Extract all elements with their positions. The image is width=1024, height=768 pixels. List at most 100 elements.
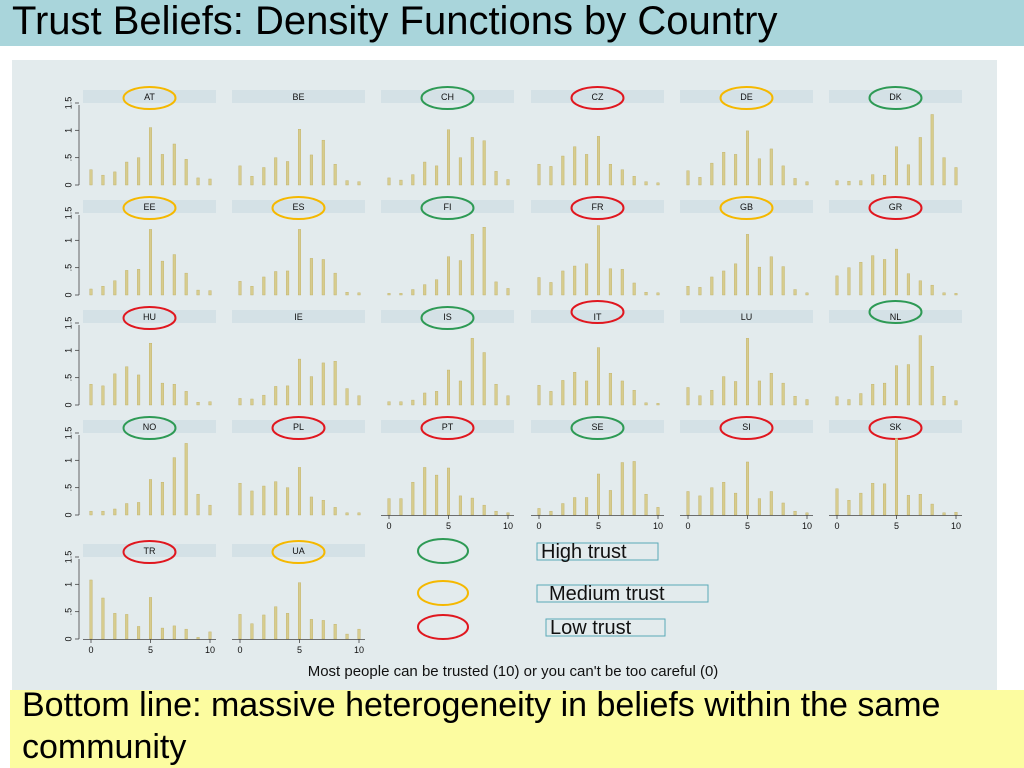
y-tick-label: 0 — [63, 512, 73, 517]
density-bar — [805, 292, 809, 296]
density-bar — [309, 376, 313, 406]
panel-is: IS — [381, 306, 514, 406]
density-bar — [274, 271, 278, 296]
trust-ring — [570, 196, 625, 220]
density-bar — [918, 335, 922, 406]
bottom-line-box: Bottom line: massive heterogeneity in be… — [10, 690, 1024, 768]
density-bar — [309, 619, 313, 640]
density-bar — [321, 500, 325, 516]
panel-ie: IE — [232, 310, 365, 406]
density-bar — [871, 255, 875, 296]
panel-strip — [680, 90, 813, 103]
density-bar — [321, 139, 325, 186]
y-tick-label: .5 — [63, 374, 73, 382]
density-bar — [847, 180, 851, 186]
x-tick-label: 5 — [446, 521, 451, 531]
density-bar — [298, 229, 302, 296]
density-bar — [113, 373, 117, 406]
density-bar — [859, 393, 863, 406]
density-bar — [458, 380, 462, 406]
density-bar — [250, 286, 254, 296]
trust-ring — [420, 86, 475, 110]
density-bar — [781, 165, 785, 186]
density-bar — [196, 402, 200, 406]
country-label: SK — [889, 422, 901, 432]
density-bar — [148, 127, 152, 186]
panel-strip — [83, 200, 216, 213]
density-bar — [89, 384, 93, 406]
density-bar — [656, 507, 660, 516]
density-bar — [470, 137, 474, 186]
x-tick-label: 5 — [297, 645, 302, 655]
density-bar — [895, 438, 899, 516]
y-tick-label: 1.5 — [63, 317, 73, 330]
density-bar — [286, 487, 290, 516]
density-bar — [930, 284, 934, 296]
y-tick-label: 1 — [63, 458, 73, 463]
density-bar — [423, 467, 427, 516]
density-bar — [208, 290, 212, 296]
density-bar — [757, 158, 761, 186]
density-bar — [184, 272, 188, 296]
density-bar — [561, 270, 565, 296]
density-bar — [942, 512, 946, 516]
density-bar — [859, 180, 863, 186]
country-label: HU — [143, 312, 156, 322]
density-bar — [89, 579, 93, 640]
density-bar — [644, 181, 648, 186]
density-bar — [906, 364, 910, 406]
panel-nl: NL — [829, 300, 962, 406]
density-bar — [470, 497, 474, 516]
trust-ring — [868, 86, 923, 110]
density-bar — [125, 161, 129, 186]
density-bar — [686, 170, 690, 186]
density-bar — [172, 254, 176, 296]
density-bar — [238, 398, 242, 406]
country-label: AT — [144, 92, 155, 102]
panel-strip — [83, 420, 216, 433]
density-bar — [918, 137, 922, 186]
trust-ring — [868, 300, 923, 324]
density-bar — [930, 114, 934, 186]
density-bar — [722, 270, 726, 296]
density-bar — [148, 229, 152, 296]
density-bar — [549, 166, 553, 186]
density-bar — [345, 292, 349, 296]
density-bar — [274, 606, 278, 640]
panel-strip — [531, 420, 664, 433]
density-bar — [734, 263, 738, 296]
density-bar — [632, 176, 636, 186]
density-bar — [274, 157, 278, 186]
panel-strip — [829, 200, 962, 213]
density-bar — [113, 508, 117, 516]
density-bar — [942, 396, 946, 406]
x-tick-label: 0 — [685, 521, 690, 531]
density-bar — [238, 483, 242, 516]
density-bar — [309, 496, 313, 516]
figure-panel — [12, 60, 997, 690]
density-bar — [387, 498, 391, 516]
country-label: FI — [444, 202, 452, 212]
legend-label: Low trust — [550, 617, 632, 639]
density-bar — [250, 623, 254, 640]
density-bar — [686, 491, 690, 516]
legend-item-low: Low trust — [417, 614, 666, 640]
density-bar — [309, 154, 313, 186]
density-bar — [769, 148, 773, 186]
density-bar — [906, 495, 910, 516]
density-bar — [608, 373, 612, 406]
density-bar — [298, 358, 302, 406]
country-label: NO — [143, 422, 157, 432]
density-bar — [608, 164, 612, 186]
density-bar — [585, 263, 589, 296]
panel-dk: DK — [829, 86, 962, 186]
density-bar — [447, 129, 451, 186]
density-bar — [101, 174, 105, 186]
density-bar — [871, 384, 875, 406]
density-bar — [250, 176, 254, 186]
density-bar — [871, 483, 875, 516]
panel-ua: UA 0 5 10 — [232, 540, 365, 655]
density-bar — [644, 402, 648, 406]
page-title: Trust Beliefs: Density Functions by Coun… — [12, 0, 778, 43]
density-bar — [620, 269, 624, 296]
